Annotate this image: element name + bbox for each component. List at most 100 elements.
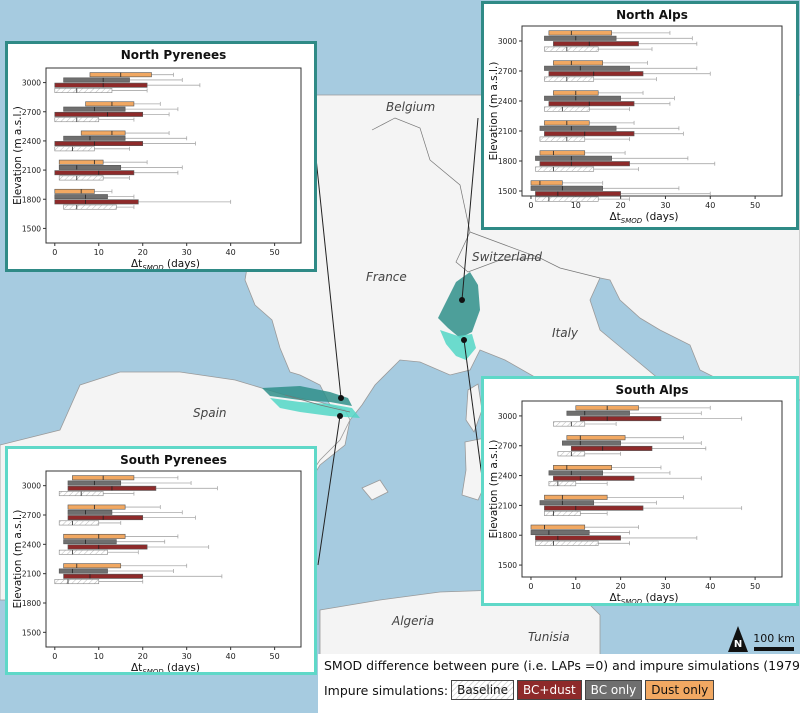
x-axis-label-unit: (days) (164, 258, 200, 269)
y-tick-label: 1500 (498, 561, 517, 570)
y-tick-label: 1800 (498, 531, 517, 540)
x-axis-label: ΔtSMOD (days) (131, 662, 200, 672)
legend-bc-only: BC only (584, 680, 643, 700)
north-arrow-icon: N 100 km (728, 626, 795, 652)
box-dust-only (58, 159, 104, 165)
box-dust-only (553, 465, 612, 471)
country-borders (284, 117, 601, 413)
chart-title: South Alps (615, 383, 688, 397)
box-dust-only (566, 435, 626, 441)
x-tick-label: 20 (616, 582, 626, 591)
leader-south-pyrenees (317, 415, 341, 566)
box-bc-dust (67, 515, 144, 521)
box-dust-only (548, 30, 612, 36)
box-bc-only (566, 410, 630, 416)
x-tick-label: 40 (226, 652, 236, 661)
box-bc-dust (54, 199, 139, 205)
box-bc-dust (535, 191, 621, 197)
x-tick-label: 20 (138, 248, 148, 257)
y-tick-label: 2100 (22, 570, 41, 579)
x-tick-label: 20 (616, 201, 626, 210)
box-bc-only (54, 194, 108, 200)
box-bc-dust (54, 141, 144, 146)
north-pyrenees-region (262, 386, 352, 406)
y-tick-label: 2700 (498, 67, 517, 76)
box-baseline (544, 76, 595, 82)
x-tick-label: 30 (182, 248, 192, 257)
x-axis-label: ΔtSMOD (days) (609, 211, 678, 225)
y-tick-label: 2400 (22, 137, 41, 146)
y-tick-label: 2100 (498, 127, 517, 136)
y-tick-label: 2700 (498, 442, 517, 451)
y-tick-label: 2400 (22, 540, 41, 549)
inset-south-pyrenees: South Pyrenees 1500 1800 2100 2400 2700 3000 0 1… (5, 446, 317, 675)
x-axis-label-sub: SMOD (621, 598, 643, 603)
legend: SMOD difference between pure (i.e. LAPs … (318, 654, 800, 713)
y-tick-label: 1500 (498, 187, 517, 196)
box-bc-only (530, 530, 590, 536)
x-tick-label: 30 (660, 201, 670, 210)
y-axis-label: Elevation (m a.s.l.) (12, 510, 24, 609)
x-axis-label-sub: SMOD (142, 668, 164, 672)
legend-row: Impure simulations: Baseline BC+dust BC … (324, 680, 715, 700)
box-bc-only (544, 65, 630, 71)
legend-baseline: Baseline (451, 680, 515, 700)
legend-title: SMOD difference between pure (i.e. LAPs … (324, 658, 800, 673)
label-switzerland: Switzerland (472, 250, 542, 264)
box-dust-only (530, 180, 563, 186)
label-spain: Spain (193, 406, 227, 420)
y-tick-label: 3000 (498, 412, 517, 421)
marker-north-alps (459, 297, 465, 303)
box-bc-dust (539, 161, 630, 167)
x-axis-label-main: Δt (131, 662, 142, 672)
box-dust-only (530, 524, 586, 530)
y-axis-label: Elevation (m a.s.l.) (488, 440, 500, 539)
x-axis-label-main: Δt (131, 258, 142, 269)
chart-north-pyrenees: North Pyrenees 1500 1800 2100 2400 2700 3000 0 1… (12, 48, 302, 269)
legend-label: Impure simulations: (324, 682, 449, 698)
balearic-islands (361, 479, 389, 501)
box-bc-dust (54, 111, 144, 117)
box-dust-only (553, 60, 603, 66)
label-italy: Italy (552, 326, 579, 340)
x-axis-label: ΔtSMOD (days) (609, 592, 678, 603)
box-bc-only (63, 539, 117, 545)
x-tick-label: 50 (270, 248, 280, 257)
box-bc-dust (63, 573, 144, 579)
north-alps-region (438, 272, 480, 338)
box-baseline (553, 421, 586, 427)
x-tick-label: 0 (52, 248, 57, 257)
x-tick-label: 10 (571, 582, 581, 591)
box-bc-dust (553, 475, 635, 481)
box-baseline (544, 510, 581, 516)
box-bc-only (544, 35, 617, 41)
box-dust-only (539, 150, 586, 156)
marker-north-pyrenees (338, 395, 344, 401)
box-bc-dust (579, 416, 662, 422)
scale-label: 100 km (753, 632, 795, 645)
chart-title: North Pyrenees (121, 48, 227, 62)
box-bc-only (539, 500, 595, 506)
box-baseline (63, 204, 117, 210)
y-axis-label: Elevation (m a.s.l.) (488, 62, 500, 161)
box-bc-dust (544, 131, 635, 137)
x-axis-label-main: Δt (609, 211, 620, 223)
box-bc-only (562, 440, 621, 446)
chart-north-alps: North Alps 1500 1800 2100 2400 2700 3000 0 10 20 3… (488, 8, 783, 225)
box-dust-only (63, 563, 122, 569)
chart-south-pyrenees: South Pyrenees 1500 1800 2100 2400 2700 3000 0 1… (12, 453, 302, 672)
north-arrow-label: N (734, 639, 742, 650)
south-pyrenees-region (270, 398, 360, 418)
box-bc-only (539, 125, 617, 131)
x-tick-label: 20 (138, 652, 148, 661)
label-tunisia: Tunisia (528, 630, 570, 644)
corsica (465, 383, 483, 433)
y-tick-label: 2700 (22, 511, 41, 520)
box-baseline (535, 166, 595, 172)
box-bc-dust (54, 170, 135, 176)
legend-bc-dust: BC+dust (517, 680, 582, 700)
leader-north-pyrenees (315, 157, 342, 399)
box-baseline (544, 106, 590, 112)
chart-title: North Alps (616, 8, 688, 22)
